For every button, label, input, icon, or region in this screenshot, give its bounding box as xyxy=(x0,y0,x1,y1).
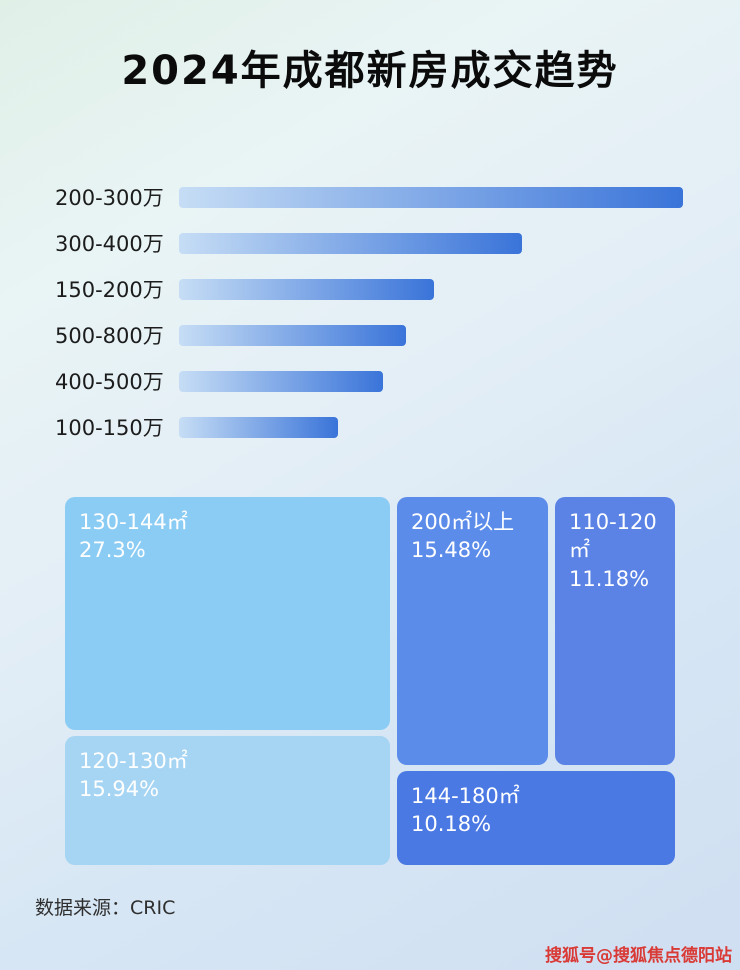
treemap-block-value: 10.18% xyxy=(411,812,492,837)
treemap-block-label: 200㎡以上 xyxy=(411,510,515,534)
treemap-block-value: 11.18% xyxy=(569,566,650,591)
price-band-bar-chart: 200-300万 300-400万 150-200万 500-800万 400-500万… xyxy=(55,184,683,460)
watermark: 搜狐号@搜狐焦点德阳站 xyxy=(545,946,732,966)
bar-row: 100-150万 xyxy=(55,414,683,440)
page-title: 2024年成都新房成交趋势 xyxy=(121,48,619,94)
bar-row: 150-200万 xyxy=(55,276,683,302)
bar-fill xyxy=(179,324,406,346)
treemap-block-value: 15.94% xyxy=(79,777,160,802)
treemap-block-200-plus: 200㎡以上 15.48% xyxy=(397,497,548,765)
bar xyxy=(179,370,683,392)
bar-fill xyxy=(179,370,384,392)
treemap-block-value: 15.48% xyxy=(411,538,492,563)
bar xyxy=(179,416,683,438)
treemap-block-label: 144-180㎡ xyxy=(411,784,520,808)
treemap-block-130-144: 130-144㎡ 27.3% xyxy=(65,497,390,730)
bar-category-label: 200-300万 xyxy=(55,186,164,210)
bar-category-label: 100-150万 xyxy=(55,416,164,440)
treemap-block-label: 130-144㎡ xyxy=(79,510,188,534)
treemap-block-120-130: 120-130㎡ 15.94% xyxy=(65,736,390,865)
bar-category-label: 400-500万 xyxy=(55,370,164,394)
bar-fill xyxy=(179,416,338,438)
bar xyxy=(179,324,683,346)
treemap-block-label: 110-120㎡ xyxy=(569,510,657,563)
treemap-block-label: 120-130㎡ xyxy=(79,749,188,773)
data-source-label: 数据来源：CRIC xyxy=(35,897,176,919)
bar-category-label: 300-400万 xyxy=(55,232,164,256)
treemap-block-144-180: 144-180㎡ 10.18% xyxy=(397,771,675,865)
bar xyxy=(179,186,683,208)
area-share-treemap: 130-144㎡ 27.3% 200㎡以上 15.48% 110-120㎡ 11… xyxy=(65,497,675,865)
treemap-block-110-120: 110-120㎡ 11.18% xyxy=(555,497,675,765)
bar xyxy=(179,232,683,254)
bar-row: 200-300万 xyxy=(55,184,683,210)
bar-row: 300-400万 xyxy=(55,230,683,256)
bar-fill xyxy=(179,278,434,300)
treemap-block-value: 27.3% xyxy=(79,538,146,563)
bar-row: 400-500万 xyxy=(55,368,683,394)
bar-row: 500-800万 xyxy=(55,322,683,348)
bar-category-label: 150-200万 xyxy=(55,278,164,302)
bar-category-label: 500-800万 xyxy=(55,324,164,348)
bar-fill xyxy=(179,232,522,254)
bar-fill xyxy=(179,186,683,208)
bar xyxy=(179,278,683,300)
